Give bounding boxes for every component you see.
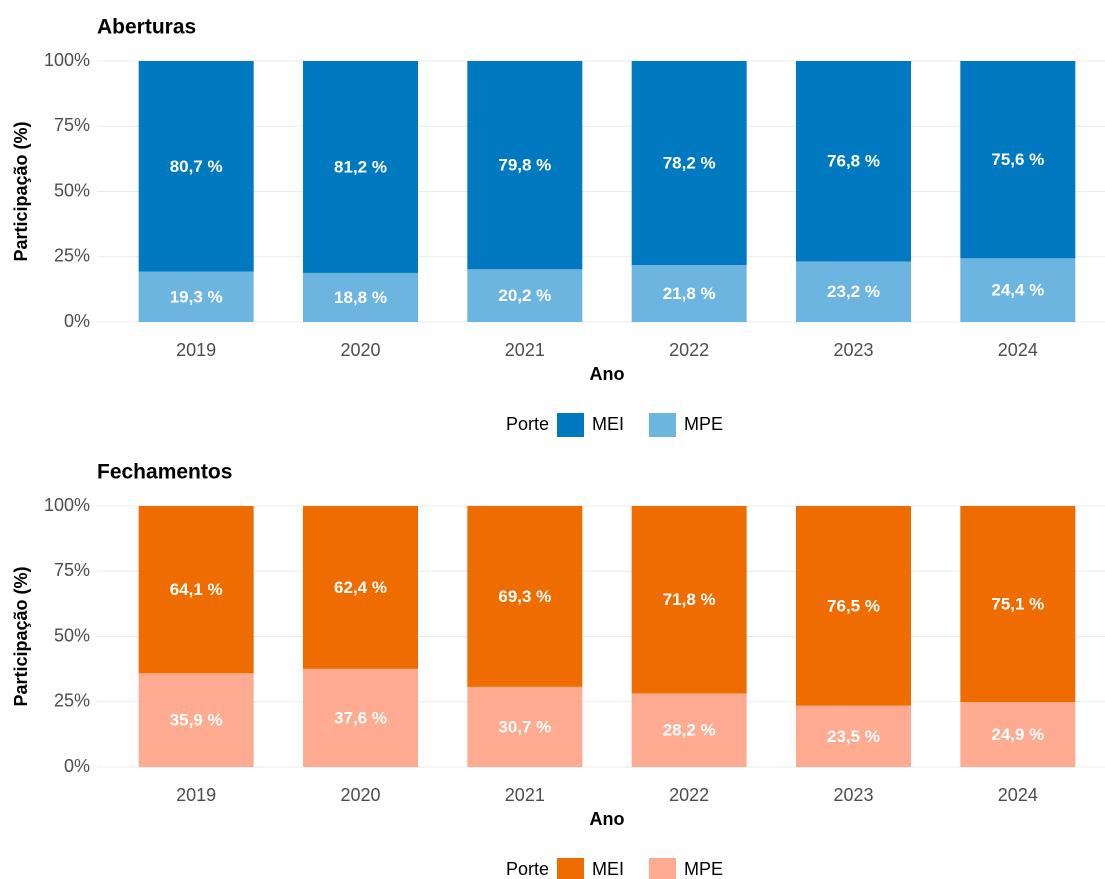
y-tick-label: 25% bbox=[54, 246, 90, 266]
y-tick-label: 25% bbox=[54, 691, 90, 711]
legend-swatch bbox=[649, 858, 676, 879]
bar-segment bbox=[796, 61, 911, 262]
bar-segment bbox=[960, 506, 1076, 703]
value-label: 18,8 % bbox=[334, 288, 387, 307]
bar-segment bbox=[960, 702, 1076, 767]
value-label: 75,1 % bbox=[991, 594, 1044, 613]
x-axis-label: Ano bbox=[590, 364, 625, 384]
bar-segment bbox=[796, 705, 911, 767]
y-tick-label: 0% bbox=[64, 311, 90, 331]
bar-segment bbox=[467, 61, 583, 270]
legend-swatch bbox=[649, 413, 676, 437]
y-tick-label: 0% bbox=[64, 756, 90, 776]
value-label: 23,5 % bbox=[827, 727, 880, 746]
legend-label: MPE bbox=[684, 859, 723, 879]
legend-label: MEI bbox=[592, 859, 624, 879]
value-label: 24,4 % bbox=[991, 281, 1044, 300]
value-label: 80,7 % bbox=[170, 157, 223, 176]
y-tick-label: 100% bbox=[44, 50, 90, 70]
bar-segment bbox=[960, 258, 1076, 322]
bar-segment bbox=[467, 269, 583, 322]
legend-label: MEI bbox=[592, 414, 624, 434]
y-axis-label: Participação (%) bbox=[11, 566, 31, 706]
y-tick-label: 75% bbox=[54, 560, 90, 580]
value-label: 20,2 % bbox=[498, 286, 551, 305]
x-tick-label: 2022 bbox=[669, 785, 709, 805]
value-label: 75,6 % bbox=[991, 150, 1044, 169]
value-label: 76,5 % bbox=[827, 596, 880, 615]
x-tick-label: 2024 bbox=[998, 340, 1038, 360]
value-label: 30,7 % bbox=[498, 717, 551, 736]
chart-title: Fechamentos bbox=[97, 461, 232, 484]
bar-segment bbox=[138, 271, 254, 322]
y-tick-label: 100% bbox=[44, 495, 90, 515]
value-label: 24,9 % bbox=[991, 725, 1044, 744]
y-axis-label: Participação (%) bbox=[11, 121, 31, 261]
value-label: 69,3 % bbox=[498, 587, 551, 606]
value-label: 71,8 % bbox=[663, 590, 716, 609]
legend-title: Porte bbox=[506, 414, 549, 434]
value-label: 81,2 % bbox=[334, 157, 387, 176]
y-tick-label: 50% bbox=[54, 625, 90, 645]
x-tick-label: 2020 bbox=[340, 340, 380, 360]
value-label: 19,3 % bbox=[170, 287, 223, 306]
bar-segment bbox=[796, 261, 911, 322]
value-label: 28,2 % bbox=[663, 721, 716, 740]
chart-title: Aberturas bbox=[97, 16, 196, 39]
x-tick-label: 2023 bbox=[833, 340, 873, 360]
value-label: 76,8 % bbox=[827, 152, 880, 171]
bar-segment bbox=[303, 506, 418, 669]
legend-title: Porte bbox=[506, 859, 549, 879]
x-tick-label: 2020 bbox=[340, 785, 380, 805]
bar-segment bbox=[138, 506, 254, 674]
bar-segment bbox=[303, 668, 418, 767]
bar-segment bbox=[303, 61, 418, 273]
x-tick-label: 2024 bbox=[998, 785, 1038, 805]
value-label: 35,9 % bbox=[170, 711, 223, 730]
x-tick-label: 2021 bbox=[505, 340, 545, 360]
y-tick-label: 50% bbox=[54, 180, 90, 200]
x-tick-label: 2019 bbox=[176, 785, 216, 805]
value-label: 21,8 % bbox=[663, 284, 716, 303]
value-label: 37,6 % bbox=[334, 708, 387, 727]
bar-segment bbox=[467, 506, 583, 687]
legend-swatch bbox=[557, 413, 584, 437]
value-label: 64,1 % bbox=[170, 580, 223, 599]
x-tick-label: 2022 bbox=[669, 340, 709, 360]
bar-segment bbox=[796, 506, 911, 706]
bar-segment bbox=[960, 61, 1076, 259]
x-tick-label: 2021 bbox=[505, 785, 545, 805]
y-tick-label: 75% bbox=[54, 115, 90, 135]
bar-segment bbox=[631, 265, 747, 322]
bar-segment bbox=[303, 272, 418, 322]
bar-segment bbox=[467, 686, 583, 767]
value-label: 78,2 % bbox=[663, 154, 716, 173]
value-label: 79,8 % bbox=[498, 156, 551, 175]
x-axis-label: Ano bbox=[590, 809, 625, 829]
legend-label: MPE bbox=[684, 414, 723, 434]
bar-segment bbox=[631, 506, 747, 694]
value-label: 23,2 % bbox=[827, 282, 880, 301]
legend-swatch bbox=[557, 858, 584, 879]
bar-segment bbox=[138, 61, 254, 272]
x-tick-label: 2023 bbox=[833, 785, 873, 805]
bar-segment bbox=[138, 673, 254, 767]
value-label: 62,4 % bbox=[334, 578, 387, 597]
bar-segment bbox=[631, 61, 747, 266]
x-tick-label: 2019 bbox=[176, 340, 216, 360]
bar-segment bbox=[631, 693, 747, 767]
